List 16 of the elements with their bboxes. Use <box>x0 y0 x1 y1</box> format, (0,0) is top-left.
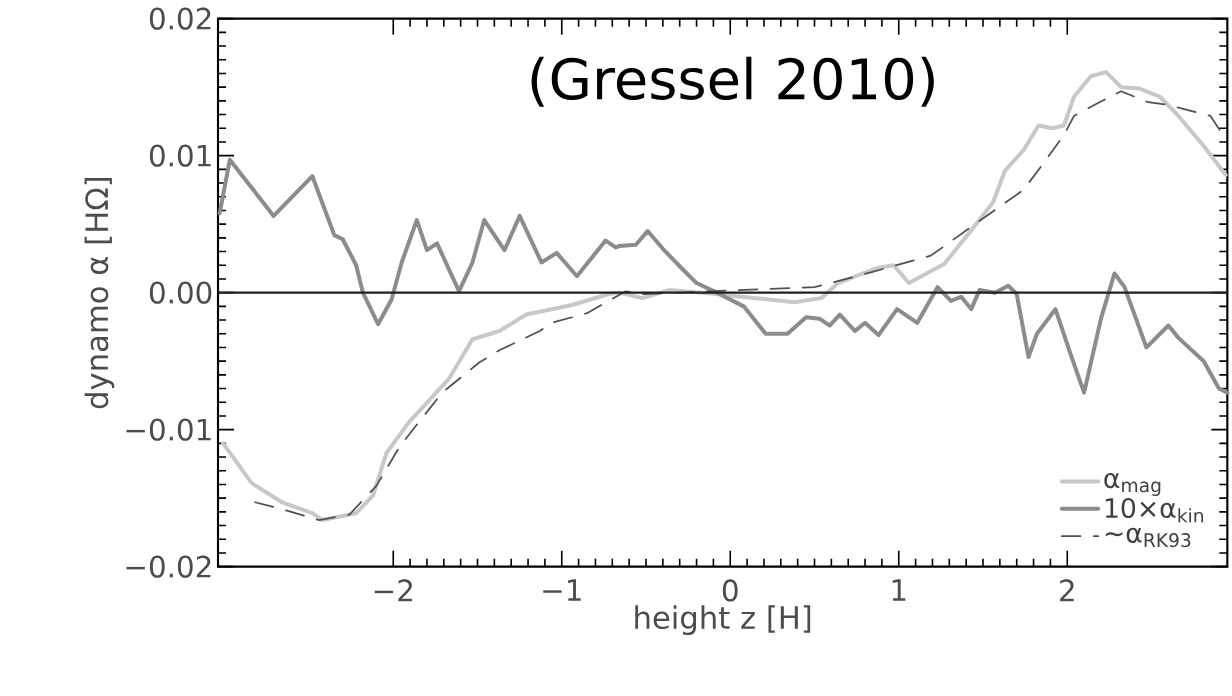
legend-label: 10×α$_{kin}$ <box>1105 497 1204 523</box>
y-tick-label: −0.01 <box>126 418 211 441</box>
x-axis-title: height z [H] <box>635 605 811 636</box>
x-tick-label: −1 <box>543 579 581 601</box>
legend-label: α$_{mag}$ <box>1104 473 1161 496</box>
y-tick-label: 0.00 <box>149 281 212 304</box>
x-tick-label: −2 <box>374 579 412 602</box>
x-tick-label: 2 <box>1060 579 1074 602</box>
legend-label: ~α$_{RK93}$ <box>1105 527 1191 548</box>
y-tick-label: 0.01 <box>149 144 211 167</box>
y-tick-label: 0.02 <box>149 7 211 30</box>
x-tick-label: 0 <box>722 579 738 602</box>
y-axis-title: dynamo α [HΩ] <box>84 178 115 409</box>
y-tick-label: −0.02 <box>126 555 211 578</box>
annotation: (Gressel 2010) <box>531 56 934 107</box>
x-tick-label: 1 <box>892 579 906 601</box>
